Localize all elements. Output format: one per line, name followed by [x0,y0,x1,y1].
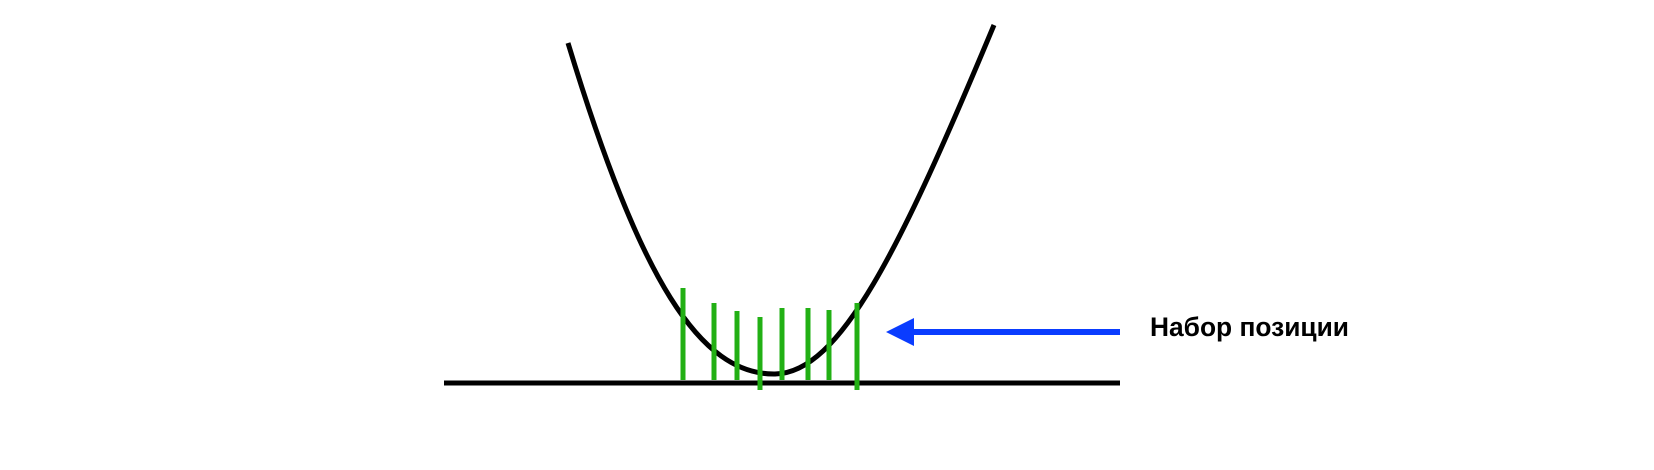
annotation-arrow [886,318,1120,346]
annotation-label: Набор позиции [1150,312,1349,342]
u-curve [565,24,997,377]
position-bars [680,288,860,390]
arrow-head-icon [886,318,914,346]
